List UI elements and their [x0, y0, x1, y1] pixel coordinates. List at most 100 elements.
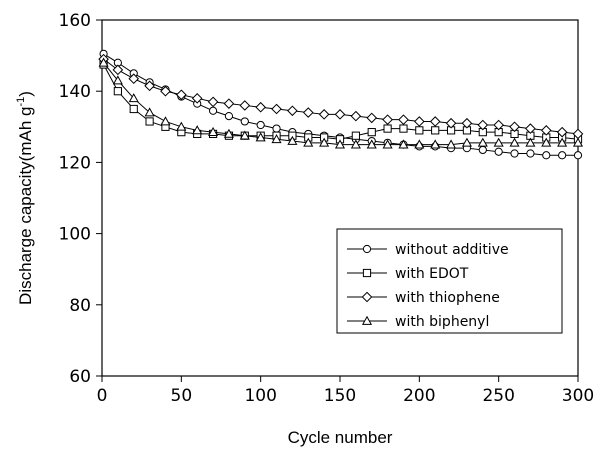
data-point — [477, 137, 488, 147]
data-point — [223, 98, 235, 109]
data-point — [510, 149, 519, 158]
legend-marker — [362, 268, 372, 278]
y-axis-title: Discharge capacity(mAh g-1) — [15, 91, 35, 305]
data-point — [98, 57, 109, 67]
data-point — [128, 93, 139, 103]
data-point — [525, 137, 536, 147]
data-point — [112, 64, 124, 76]
legend-entry: with EDOT — [347, 266, 469, 282]
data-point — [208, 106, 218, 115]
data-point — [445, 117, 457, 129]
data-point — [494, 147, 503, 156]
data-point — [191, 93, 203, 104]
legend-label: without additive — [395, 242, 509, 258]
data-point — [540, 125, 552, 136]
data-point — [525, 123, 536, 134]
legend-label: with biphenyl — [395, 314, 489, 330]
legend-box — [336, 228, 563, 334]
legend-entry: with thiophene — [347, 290, 500, 306]
data-point — [255, 132, 266, 142]
data-point — [303, 137, 314, 147]
data-point — [526, 149, 535, 158]
data-point — [334, 109, 346, 120]
y-tick-label: 60 — [69, 367, 91, 387]
legend-label: with EDOT — [395, 266, 469, 282]
data-point — [176, 121, 187, 131]
data-point — [350, 110, 362, 122]
data-point — [382, 139, 393, 149]
data-point — [318, 109, 330, 120]
data-point — [287, 135, 298, 145]
data-point — [208, 126, 219, 136]
x-axis-title: Cycle number — [288, 428, 393, 447]
data-point — [192, 125, 203, 135]
data-point — [430, 139, 441, 149]
legend: without additive with EDOT with thiophene w… — [336, 228, 563, 334]
data-point — [302, 107, 314, 118]
data-point — [572, 137, 584, 147]
y-tick-label: 160 — [59, 11, 91, 31]
data-point — [399, 124, 408, 133]
data-point — [542, 151, 551, 160]
legend-label: with thiophene — [395, 290, 500, 306]
data-point — [367, 128, 376, 137]
plot-area: 0 50 100 150 200 250 300 60 80 100 120 140 160 — [59, 11, 595, 406]
data-point — [144, 80, 155, 92]
data-point — [351, 131, 360, 140]
data-point — [350, 139, 361, 149]
series-layer — [98, 49, 584, 160]
data-point — [415, 126, 424, 135]
data-point — [541, 137, 552, 147]
data-point — [271, 103, 282, 115]
legend-entry: without additive — [347, 242, 509, 258]
data-point — [255, 101, 266, 113]
data-point — [145, 117, 154, 126]
data-point — [239, 130, 250, 140]
series-diamond — [98, 53, 584, 140]
y-tick-label: 140 — [59, 82, 91, 102]
data-point — [493, 119, 504, 131]
data-point — [272, 124, 281, 133]
data-point — [558, 151, 567, 160]
x-tick-label: 200 — [403, 386, 435, 406]
data-point — [573, 151, 583, 160]
x-tick-label: 0 — [97, 386, 108, 406]
data-point — [223, 128, 234, 138]
data-point — [256, 120, 265, 130]
data-point — [429, 116, 441, 127]
x-tick-label: 250 — [482, 386, 514, 406]
data-point — [224, 112, 234, 121]
series-line — [103, 64, 579, 140]
data-point — [446, 139, 457, 149]
legend-marker — [361, 291, 373, 303]
x-tick-label: 50 — [171, 386, 193, 406]
data-point — [461, 117, 473, 129]
data-point — [160, 85, 171, 97]
y-axis-title-main: Discharge capacity(mAh g — [16, 107, 35, 305]
series-square — [99, 60, 583, 144]
data-point — [334, 139, 346, 149]
data-point — [366, 112, 378, 124]
x-axis-ticks: 0 50 100 150 200 250 300 — [97, 376, 594, 406]
y-tick-label: 80 — [69, 296, 91, 316]
data-point — [112, 75, 123, 85]
data-point — [398, 114, 409, 125]
legend-marker — [362, 244, 372, 254]
data-point — [414, 116, 425, 127]
data-point — [509, 121, 520, 133]
data-point — [461, 137, 472, 147]
data-point — [556, 126, 568, 138]
data-point — [509, 137, 520, 147]
data-point — [493, 137, 504, 147]
series-triangle — [98, 57, 584, 149]
data-point — [431, 126, 440, 135]
data-point — [414, 139, 425, 149]
y-tick-label: 100 — [59, 225, 91, 245]
data-point — [366, 139, 377, 149]
data-point — [239, 100, 251, 111]
legend-entry: with biphenyl — [347, 314, 489, 330]
series-line — [103, 62, 578, 146]
data-point — [383, 124, 392, 133]
x-tick-label: 300 — [562, 386, 594, 406]
series-line — [103, 58, 579, 135]
